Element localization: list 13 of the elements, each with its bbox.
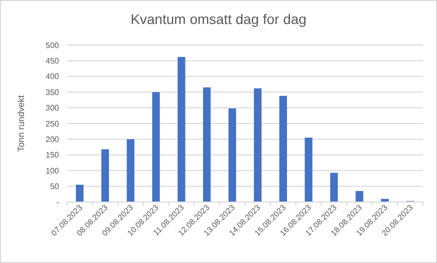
- y-tick-label: 200: [46, 135, 60, 144]
- y-tick-label: 500: [46, 40, 60, 50]
- y-tick-label: -: [56, 198, 60, 207]
- y-tick-label: 400: [46, 72, 60, 82]
- chart-title: Kvantum omsatt dag for dag: [130, 11, 306, 27]
- y-tick-label: 50: [50, 182, 60, 192]
- y-tick-label: 150: [46, 150, 60, 160]
- y-tick-label: 350: [46, 88, 60, 97]
- y-tick-label: 100: [46, 166, 60, 176]
- y-tick-label: 450: [46, 56, 60, 66]
- y-tick-label: 250: [46, 119, 60, 128]
- y-axis-title: Tonn rundvekt: [16, 94, 26, 152]
- y-tick-label: 300: [46, 104, 60, 113]
